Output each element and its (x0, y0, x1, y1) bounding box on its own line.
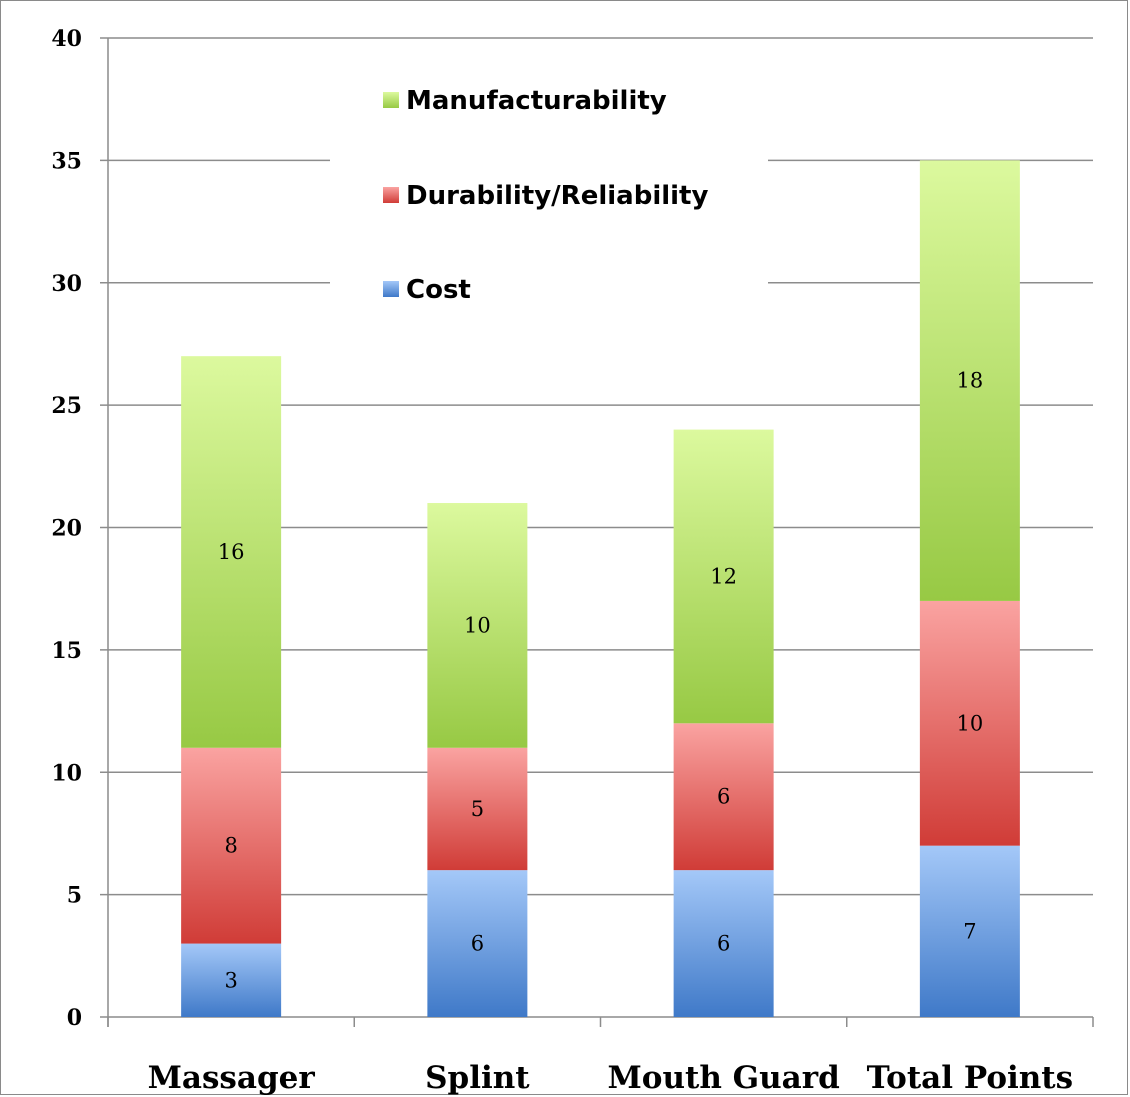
data-label-massager-durability-reliability: 8 (224, 834, 237, 858)
data-label-total-points-durability-reliability: 10 (957, 711, 984, 735)
data-label-total-points-cost: 7 (963, 919, 976, 943)
x-category-label: Mouth Guard (607, 1060, 839, 1096)
bar-splint-cost (427, 870, 528, 1017)
data-label-total-points-manufacturability: 18 (957, 369, 984, 393)
bar-massager-manufacturability (181, 356, 282, 748)
x-category-label: Total Points (867, 1060, 1073, 1096)
data-label-splint-durability-reliability: 5 (471, 797, 484, 821)
y-tick-label: 5 (67, 883, 82, 909)
legend-swatch-cost (383, 281, 399, 297)
legend-swatch-durability-reliability (383, 187, 399, 203)
y-tick-label: 25 (51, 393, 82, 419)
data-label-mouth-guard-cost: 6 (717, 932, 730, 956)
y-tick-label: 40 (51, 26, 82, 52)
bar-massager-durability-reliability (181, 747, 282, 944)
data-label-massager-manufacturability: 16 (218, 540, 245, 564)
legend-label-manufacturability: Manufacturability (406, 86, 667, 116)
data-label-massager-cost: 3 (224, 968, 237, 992)
y-tick-label: 35 (51, 148, 82, 174)
data-label-splint-cost: 6 (471, 932, 484, 956)
y-tick-label: 0 (67, 1005, 82, 1031)
bar-splint-durability-reliability (427, 747, 528, 871)
y-tick-label: 20 (51, 516, 82, 542)
data-label-mouth-guard-manufacturability: 12 (710, 564, 737, 588)
bar-total-points-manufacturability (919, 160, 1020, 601)
x-category-label: Splint (425, 1060, 530, 1096)
bar-total-points-durability-reliability (919, 600, 1020, 846)
data-label-mouth-guard-durability-reliability: 6 (717, 785, 730, 809)
legend-swatch-manufacturability (383, 92, 399, 108)
bar-massager-cost (181, 943, 282, 1017)
bar-total-points-cost (919, 845, 1020, 1017)
bar-mouth-guard-cost (673, 870, 774, 1017)
bar-mouth-guard-durability-reliability (673, 723, 774, 871)
bar-mouth-guard-manufacturability (673, 429, 774, 724)
y-tick-label: 15 (51, 638, 82, 664)
legend-label-durability-reliability: Durability/Reliability (406, 181, 708, 211)
data-label-splint-manufacturability: 10 (464, 613, 491, 637)
bar-splint-manufacturability (427, 503, 528, 748)
x-category-label: Massager (148, 1060, 316, 1096)
legend-label-cost: Cost (406, 275, 471, 305)
y-tick-label: 30 (51, 271, 82, 297)
y-tick-label: 10 (51, 760, 82, 786)
